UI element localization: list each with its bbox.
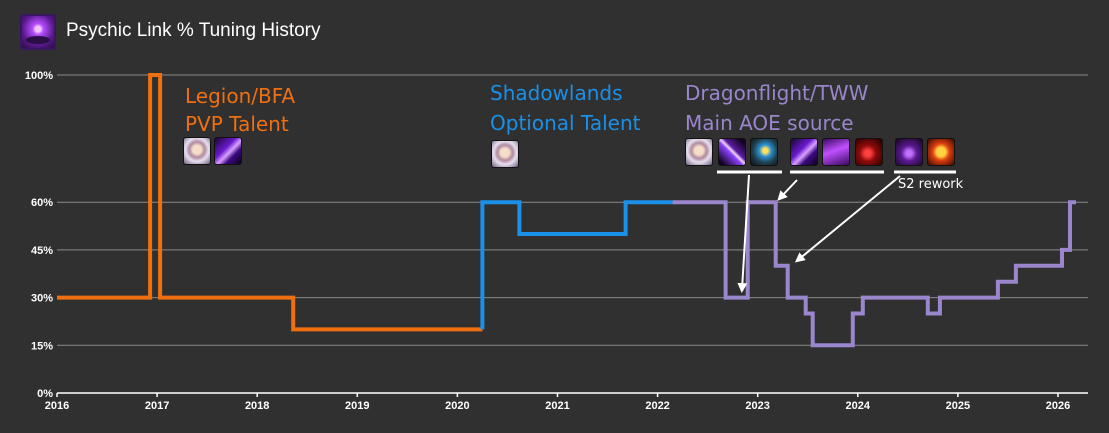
arrow-2 — [777, 179, 798, 201]
x-tick-label: 2017 — [145, 400, 169, 412]
series-lines — [57, 73, 1076, 348]
psychic-link-icon — [20, 14, 56, 50]
series-line-legion-bfa — [57, 73, 483, 332]
x-tick-label: 2026 — [1046, 400, 1070, 412]
axis — [56, 392, 1088, 397]
legion-annotation-1: Legion/BFA — [185, 84, 295, 108]
x-tick-labels: 2016 2017 2018 2019 2020 2021 2022 2023 2024 2025… — [45, 400, 1070, 412]
y-tick-label: 100% — [25, 70, 53, 82]
series-line-dragonflight-tww — [672, 200, 1076, 348]
void-lord-icon — [895, 138, 923, 166]
y-tick-labels: 0% 15% 30% 45% 60% 100% — [25, 70, 53, 400]
x-tick-label: 2021 — [545, 400, 569, 412]
x-tick-label: 2019 — [345, 400, 369, 412]
mind-eye-icon — [750, 138, 778, 166]
arrow-3 — [794, 175, 901, 263]
x-tick-label: 2023 — [745, 400, 769, 412]
s2-rework-annotation: S2 rework — [898, 177, 964, 192]
flame-skull-icon — [927, 138, 955, 166]
x-tick-label: 2018 — [245, 400, 269, 412]
x-tick-label: 2025 — [946, 400, 970, 412]
page-title: Psychic Link % Tuning History — [66, 20, 321, 41]
x-tick-label: 2016 — [45, 400, 69, 412]
y-tick-label: 60% — [31, 197, 53, 209]
y-tick-label: 30% — [31, 293, 53, 305]
crimson-void-icon — [855, 138, 883, 166]
x-tick-label: 2020 — [445, 400, 469, 412]
shadowlands-annotation-1: Shadowlands — [490, 81, 623, 105]
shadowlands-annotation-2: Optional Talent — [490, 111, 641, 135]
purple-streak-icon — [718, 138, 746, 166]
legion-annotation-2: PVP Talent — [185, 112, 289, 136]
face-portrait-icon — [183, 137, 211, 165]
arrow-1 — [737, 174, 750, 293]
purple-beam-icon — [822, 138, 850, 166]
y-tick-label: 0% — [37, 388, 53, 400]
y-tick-label: 45% — [31, 245, 53, 257]
x-tick-label: 2024 — [846, 400, 871, 412]
dragonflight-annotation-1: Dragonflight/TWW — [685, 81, 869, 105]
annotations: Legion/BFA PVP Talent Shadowlands Option… — [185, 81, 964, 293]
x-tick-label: 2022 — [645, 400, 669, 412]
shadow-blade-icon — [214, 137, 242, 165]
y-tick-label: 15% — [31, 340, 53, 352]
dragonflight-annotation-2: Main AOE source — [685, 111, 854, 135]
face-portrait-icon — [685, 138, 713, 166]
face-portrait-icon — [491, 140, 519, 168]
series-line-shadowlands — [480, 200, 673, 330]
shadow-blade-icon — [790, 138, 818, 166]
